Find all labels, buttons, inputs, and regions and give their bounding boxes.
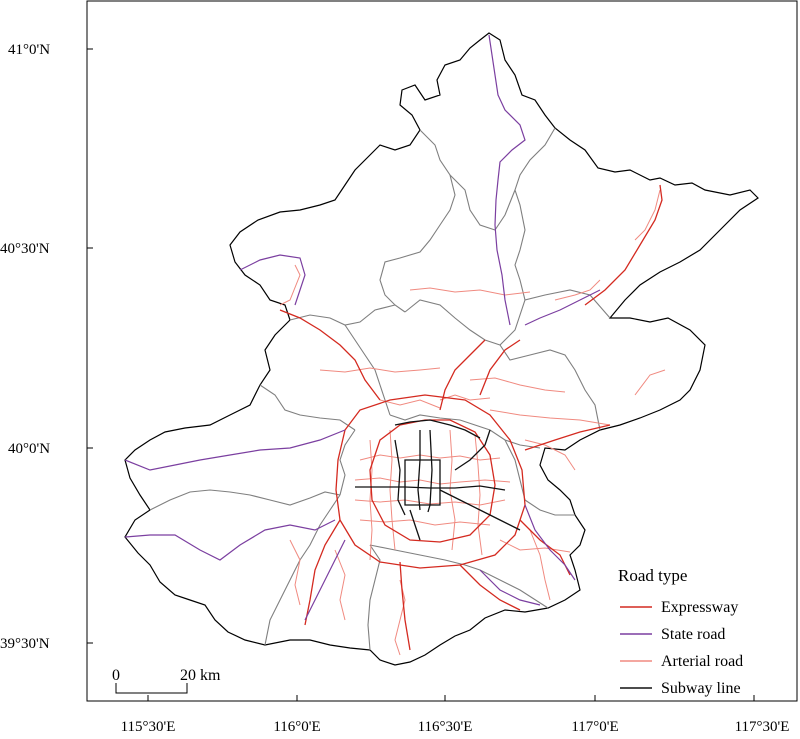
scale-bar-start: 0 bbox=[112, 667, 120, 684]
legend-label-arterial-road: Arterial road bbox=[661, 653, 743, 670]
state-road bbox=[488, 34, 526, 326]
legend-label-subway-line: Subway line bbox=[661, 680, 741, 697]
expressway bbox=[479, 339, 521, 396]
expressways bbox=[279, 184, 663, 651]
expressway bbox=[399, 561, 411, 651]
arterial-road bbox=[354, 477, 511, 485]
arterial-road bbox=[394, 579, 406, 656]
legend-title: Road type bbox=[618, 566, 687, 585]
district-boundaries bbox=[149, 127, 611, 651]
arterial-road bbox=[369, 439, 373, 561]
legend-label-state-road: State road bbox=[661, 626, 725, 643]
expressway bbox=[459, 564, 521, 611]
scale-bar-end: 20 km bbox=[180, 667, 221, 684]
subway-line bbox=[439, 489, 521, 531]
arterial-road bbox=[289, 539, 301, 606]
state-roads bbox=[124, 34, 601, 621]
expressway bbox=[584, 184, 663, 306]
x-tick-label: 117°30'E bbox=[735, 719, 790, 735]
arterial-road bbox=[319, 367, 441, 373]
arterial-road bbox=[529, 529, 551, 601]
subway-line bbox=[355, 485, 506, 491]
y-tick-label: 40°30'N bbox=[0, 241, 50, 257]
arterial-road bbox=[279, 264, 301, 306]
y-tick-label: 40°0'N bbox=[8, 441, 50, 457]
district-line bbox=[499, 344, 601, 431]
x-tick-label: 116°30'E bbox=[418, 719, 473, 735]
district-line bbox=[344, 324, 391, 416]
district-line bbox=[389, 414, 541, 449]
subway-line bbox=[404, 459, 441, 506]
expressway bbox=[524, 424, 611, 451]
arterial-road bbox=[379, 399, 441, 409]
expressway bbox=[335, 394, 526, 569]
map-frame bbox=[86, 0, 798, 702]
y-axis: 41°0'N 40°30'N 40°0'N 39°30'N bbox=[0, 42, 93, 652]
state-road bbox=[524, 289, 601, 326]
expressway bbox=[304, 519, 341, 626]
subway-line bbox=[409, 509, 421, 541]
district-line bbox=[264, 494, 341, 646]
expressway bbox=[439, 339, 486, 411]
arterial-road bbox=[449, 429, 456, 551]
arterial-road bbox=[634, 369, 666, 396]
arterial-road bbox=[359, 454, 501, 461]
arterial-road bbox=[524, 439, 576, 471]
legend: Road type Expressway State road Arterial… bbox=[618, 566, 743, 697]
arterial-road bbox=[359, 519, 491, 526]
x-tick-label: 115°30'E bbox=[121, 719, 176, 735]
arterial-road bbox=[409, 287, 531, 296]
subway-line bbox=[454, 429, 491, 471]
city-boundary bbox=[124, 32, 759, 666]
district-line bbox=[339, 429, 356, 496]
arterial-road bbox=[554, 279, 601, 301]
arterial-road bbox=[389, 429, 396, 551]
state-road bbox=[124, 429, 346, 471]
district-line bbox=[449, 174, 516, 231]
subway-line bbox=[394, 439, 406, 516]
subway-line bbox=[427, 429, 433, 513]
district-line bbox=[259, 384, 356, 431]
arterial-roads bbox=[279, 189, 666, 656]
x-axis: 115°30'E 116°0'E 116°30'E 117°0'E 117°30… bbox=[121, 695, 790, 735]
district-line bbox=[149, 489, 341, 511]
district-line bbox=[367, 544, 381, 651]
district-line bbox=[404, 289, 611, 346]
state-road bbox=[239, 254, 306, 306]
x-tick-label: 116°0'E bbox=[273, 719, 320, 735]
x-tick-label: 117°0'E bbox=[571, 719, 618, 735]
arterial-road bbox=[334, 549, 346, 621]
y-tick-label: 39°30'N bbox=[0, 636, 50, 652]
state-road bbox=[304, 539, 346, 621]
district-line bbox=[504, 439, 575, 516]
state-road bbox=[479, 569, 541, 606]
district-line bbox=[369, 544, 549, 609]
district-line bbox=[514, 127, 556, 301]
scale-bar: 0 20 km bbox=[112, 667, 221, 694]
state-road bbox=[524, 504, 576, 581]
state-road bbox=[124, 519, 336, 561]
district-line bbox=[379, 129, 456, 313]
expressway bbox=[279, 309, 381, 401]
subway-lines bbox=[355, 419, 521, 541]
arterial-road bbox=[499, 539, 571, 553]
arterial-road bbox=[634, 189, 661, 241]
arterial-road bbox=[474, 434, 483, 556]
subway-line bbox=[417, 430, 421, 511]
legend-label-expressway: Expressway bbox=[661, 599, 738, 616]
expressway bbox=[369, 419, 496, 543]
arterial-road bbox=[489, 409, 611, 426]
scale-bar-line bbox=[115, 683, 188, 694]
y-tick-label: 41°0'N bbox=[8, 42, 50, 58]
subway-line bbox=[394, 419, 481, 439]
